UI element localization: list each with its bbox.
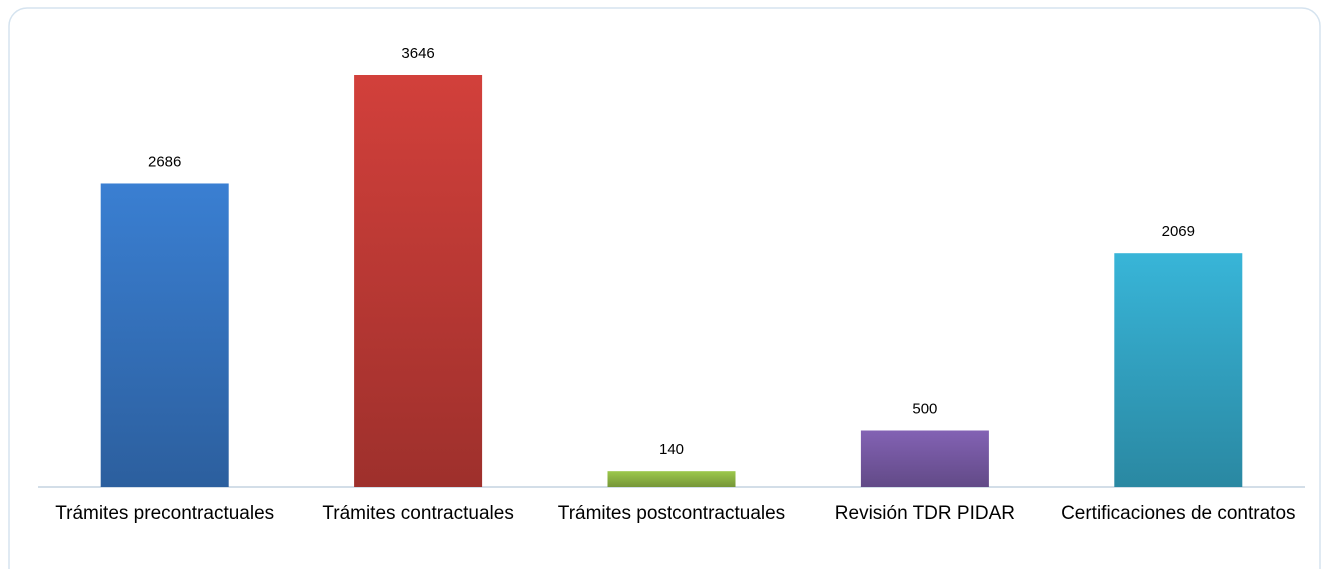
bar <box>100 183 229 487</box>
x-tick-label: Certificaciones de contratos <box>1061 503 1296 524</box>
data-label: 140 <box>659 441 684 458</box>
bar <box>607 471 736 487</box>
x-tick-label: Trámites precontractuales <box>55 503 275 524</box>
chart-frame <box>8 7 1321 569</box>
data-label: 2686 <box>148 153 181 170</box>
data-label: 3646 <box>401 45 434 62</box>
x-tick-label: Trámites contractuales <box>322 503 514 524</box>
bar <box>860 430 989 487</box>
data-label: 2069 <box>1162 223 1195 240</box>
bar <box>354 75 483 487</box>
x-tick-label: Trámites postcontractuales <box>557 503 786 524</box>
data-label: 500 <box>912 400 937 417</box>
bar <box>1114 253 1243 487</box>
x-tick-label: Revisión TDR PIDAR <box>834 503 1015 524</box>
